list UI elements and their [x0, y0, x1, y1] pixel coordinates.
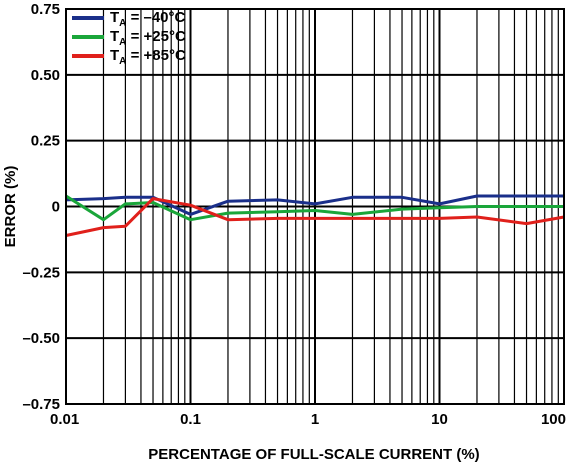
- series-lines: [65, 194, 565, 237]
- x-tick-label: 10: [431, 411, 448, 428]
- x-tick-label: 100: [541, 411, 566, 428]
- x-tick-label: 0.1: [180, 411, 201, 428]
- y-tick-label: –0.25: [22, 264, 60, 281]
- y-tick-label: 0: [52, 199, 60, 216]
- series-line: [65, 197, 565, 237]
- y-tick-label: 0.50: [31, 67, 60, 84]
- y-axis-title: ERROR (%): [2, 166, 19, 248]
- x-tick-label: 1: [311, 411, 319, 428]
- y-tick-labels: 0.75 0.50 0.25 0 –0.25 –0.50 –0.75: [22, 1, 60, 413]
- y-tick-label: 0.25: [31, 133, 60, 150]
- x-axis-title: PERCENTAGE OF FULL-SCALE CURRENT (%): [148, 446, 479, 463]
- x-tick-labels: 0.01 0.1 1 10 100: [50, 411, 566, 428]
- y-tick-label: 0.75: [31, 1, 60, 18]
- legend-label: TA = –40°C: [110, 9, 186, 29]
- legend-label: TA = +85°C: [110, 47, 186, 67]
- x-tick-label: 0.01: [50, 411, 79, 428]
- plot-frame: [65, 8, 565, 405]
- y-tick-label: –0.50: [22, 330, 60, 347]
- legend: TA = –40°CTA = +25°CTA = +85°C: [72, 9, 186, 67]
- y-tick-label: –0.75: [22, 396, 60, 413]
- series-line: [65, 194, 564, 222]
- legend-label: TA = +25°C: [110, 28, 186, 48]
- series-line: [65, 194, 564, 216]
